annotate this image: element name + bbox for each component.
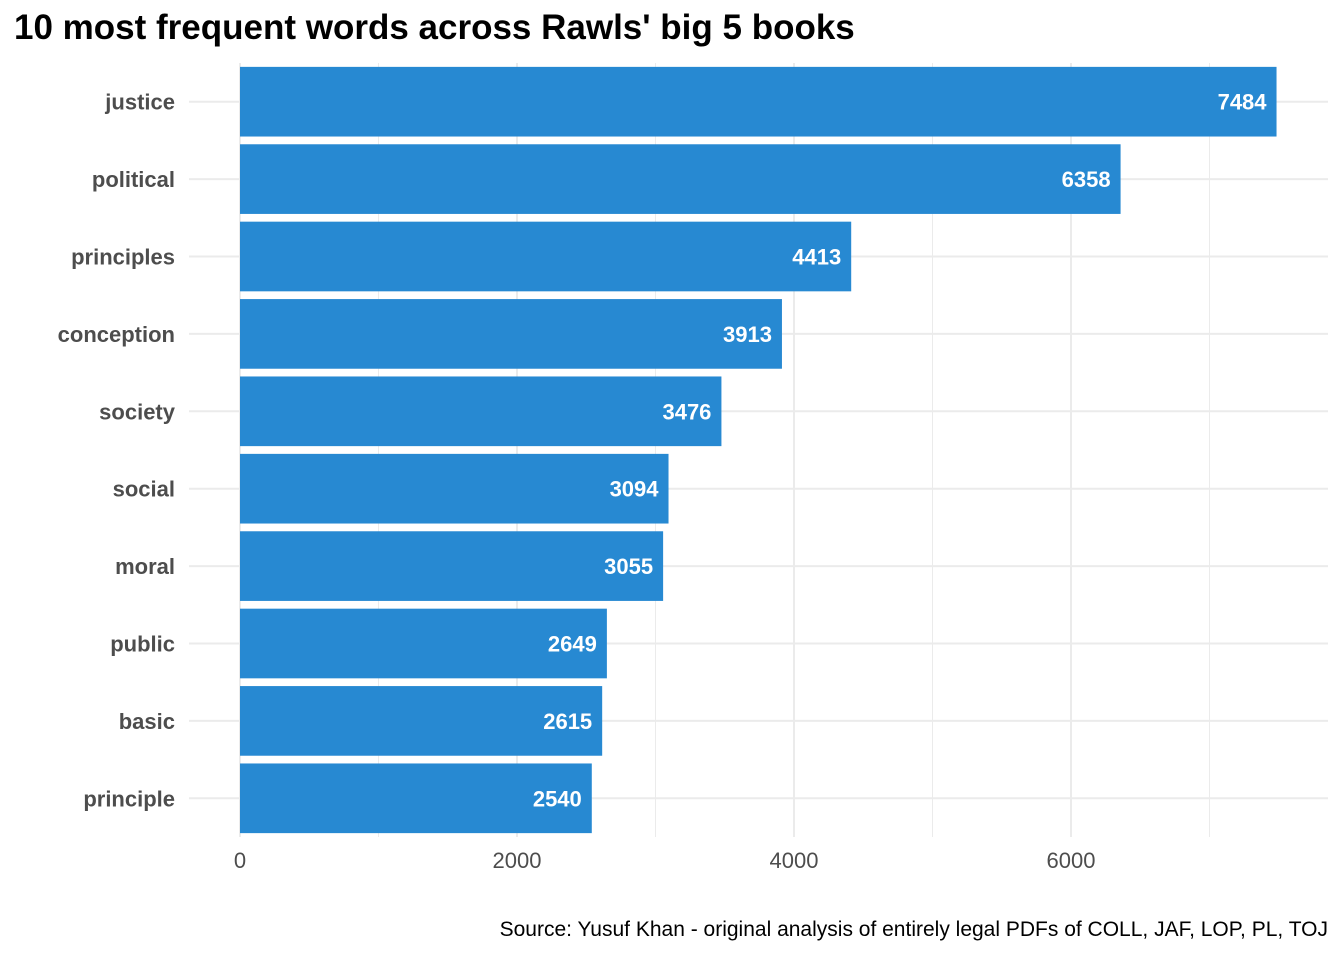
y-label-principle: principle	[83, 786, 175, 811]
value-label-social: 3094	[610, 477, 660, 502]
bar-social	[240, 453, 669, 524]
bar-basic	[240, 686, 603, 756]
x-tick-label: 6000	[1047, 848, 1096, 873]
y-label-public: public	[110, 632, 175, 657]
y-label-conception: conception	[58, 322, 175, 347]
value-label-principles: 4413	[792, 245, 841, 270]
bar-principles	[240, 221, 852, 292]
chart-caption: Source: Yusuf Khan - original analysis o…	[499, 918, 1328, 941]
y-label-justice: justice	[104, 90, 175, 115]
bars	[240, 66, 1277, 834]
y-axis-labels: justice political principles conception soci…	[58, 90, 176, 812]
bar-moral	[240, 531, 664, 601]
y-label-social: social	[113, 477, 175, 502]
value-label-moral: 3055	[604, 554, 653, 579]
x-tick-label: 4000	[770, 848, 819, 873]
y-label-political: political	[92, 167, 175, 192]
x-tick-label: 2000	[493, 848, 542, 873]
value-label-political: 6358	[1062, 167, 1111, 192]
value-labels: 7484 6358 4413 3913 3476 3094 3055 2649 2615 2540	[533, 90, 1267, 812]
x-tick-label: 0	[234, 848, 246, 873]
bar-justice	[240, 66, 1277, 137]
value-label-society: 3476	[662, 399, 711, 424]
bar-public	[240, 608, 607, 679]
value-label-public: 2649	[548, 632, 597, 657]
bar-principle	[240, 763, 592, 834]
y-label-basic: basic	[119, 709, 175, 734]
chart-title: 10 most frequent words across Rawls' big…	[14, 8, 855, 47]
y-label-principles: principles	[71, 245, 175, 270]
y-label-society: society	[99, 399, 176, 424]
value-label-conception: 3913	[723, 322, 772, 347]
x-axis-labels: 0 2000 4000 6000	[234, 848, 1096, 873]
bar-conception	[240, 299, 782, 369]
value-label-justice: 7484	[1218, 90, 1268, 115]
bar-political	[240, 144, 1121, 214]
y-label-moral: moral	[115, 554, 175, 579]
value-label-basic: 2615	[543, 709, 592, 734]
bar-society	[240, 376, 722, 447]
value-label-principle: 2540	[533, 786, 582, 811]
